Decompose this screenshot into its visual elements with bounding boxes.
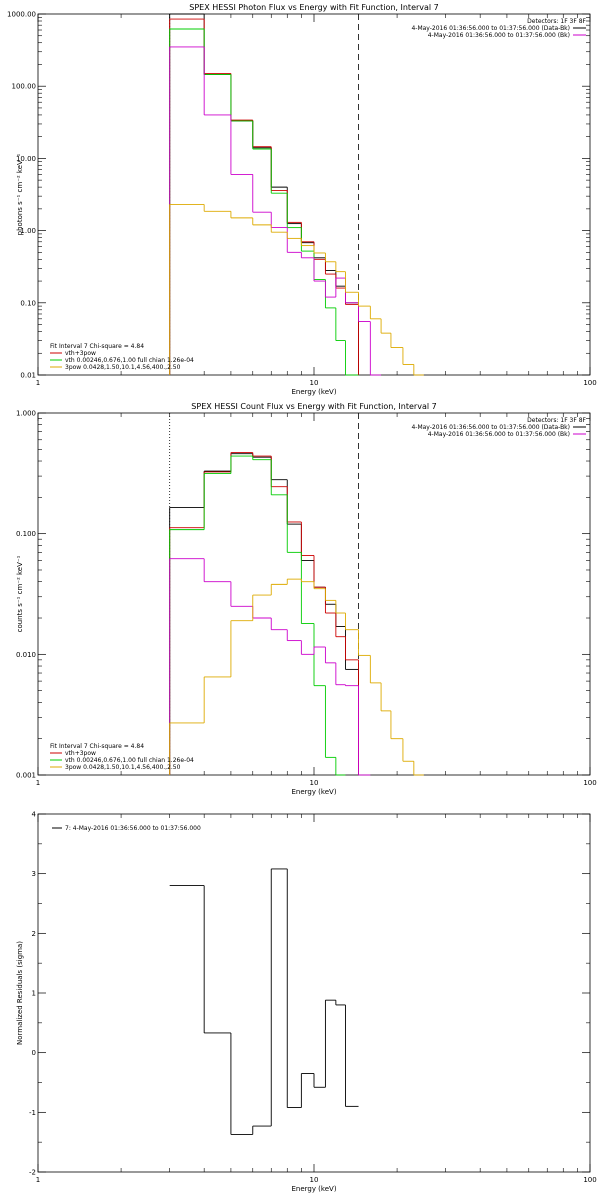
y-axis-label: photons s⁻¹ cm⁻² keV⁻¹ [16, 153, 24, 235]
legend-top-right: Detectors: 1F 3F 8F4-May-2016 01:36:56.0… [411, 18, 586, 39]
chart-2: SPEX HESSI Count Flux vs Energy with Fit… [16, 402, 597, 796]
series-data-bk [169, 453, 359, 775]
series-3pow [169, 204, 424, 376]
legend-header: Detectors: 1F 3F 8F [527, 18, 586, 25]
y-tick-label: 1 [32, 990, 36, 998]
x-axis-label: Energy (keV) [291, 388, 336, 396]
legend-entry-label: 3pow 0.0428,1.50,10.1,4.56,400.,2.50 [65, 364, 181, 371]
y-axis: 0.01 0.10 1.00 10.00 100.00 1000.00 [7, 11, 590, 380]
x-axis: 1 10 100 [36, 14, 597, 387]
x-tick-label: 10 [310, 379, 319, 387]
chart-1: SPEX HESSI Photon Flux vs Energy with Fi… [7, 3, 597, 396]
y-axis-label: Normalized Residuals (sigma) [16, 941, 24, 1045]
x-tick-label: 100 [583, 779, 596, 787]
series-bk [169, 46, 382, 376]
x-tick-label: 1 [36, 1176, 40, 1184]
x-tick-label: 100 [583, 1176, 596, 1184]
y-tick-label: 0.100 [16, 530, 36, 538]
legend-top-right: Detectors: 1F 3F 8F4-May-2016 01:36:56.0… [411, 417, 586, 438]
y-tick-label: 0.01 [20, 372, 36, 380]
x-tick-label: 1 [36, 379, 40, 387]
y-tick-label: 10.00 [16, 155, 36, 163]
x-tick-label: 1 [36, 779, 40, 787]
legend-entry-label: 7: 4-May-2016 01:36:56.000 to 01:37:56.0… [65, 825, 201, 832]
x-tick-label: 10 [310, 779, 319, 787]
legend-header: Detectors: 1F 3F 8F [527, 417, 586, 424]
plot-frame [37, 813, 591, 1173]
series-7 [169, 868, 359, 1135]
y-tick-label: 2 [32, 930, 36, 938]
legend-entry-label: vth 0.00246,0.676,1.00 full chian 1.26e-… [65, 757, 194, 764]
legend-entry-label: vth 0.00246,0.676,1.00 full chian 1.26e-… [65, 357, 194, 364]
legend-entry-label: 4-May-2016 01:36:56.000 to 01:37:56.000 … [428, 32, 570, 39]
y-tick-label: -1 [29, 1109, 36, 1117]
plot-frame [37, 412, 591, 776]
plot-frame [37, 13, 591, 376]
series-vth-3pow [169, 18, 359, 375]
legend-entry-label: 4-May-2016 01:36:56.000 to 01:37:56.000 … [428, 431, 570, 438]
series-vth-3pow [169, 452, 359, 775]
y-tick-label: -2 [29, 1169, 36, 1177]
chart-3: 1 10 100 Energy (keV) -2 -1 0 1 2 3 4 Normalized Re… [16, 811, 597, 1194]
series-group [169, 13, 424, 376]
y-axis-label: counts s⁻¹ cm⁻² keV⁻¹ [16, 555, 24, 632]
x-tick-label: 10 [310, 1176, 319, 1184]
legend-entry-label: vth+3pow [65, 750, 96, 757]
x-axis-label: Energy (keV) [291, 788, 336, 796]
y-tick-label: 0.010 [16, 651, 36, 659]
x-tick-label: 100 [583, 379, 596, 387]
y-tick-label: 1000.00 [7, 11, 36, 19]
y-tick-label: 1.000 [16, 410, 36, 418]
y-tick-label: 4 [32, 811, 37, 819]
series-group [169, 868, 359, 1135]
y-axis: -2 -1 0 1 2 3 4 [29, 811, 590, 1177]
series-vth [169, 28, 359, 376]
legend-header: Fit Interval 7 Chi-square = 4.84 [50, 343, 144, 350]
x-axis-label: Energy (keV) [291, 1185, 336, 1193]
y-tick-label: 0.10 [20, 299, 36, 307]
y-axis: 0.001 0.010 0.100 1.000 [16, 410, 590, 780]
series-group [169, 452, 424, 776]
legend-entry-label: 4-May-2016 01:36:56.000 to 01:37:56.000 … [411, 25, 570, 32]
y-tick-label: 1.00 [20, 227, 36, 235]
y-tick-label: 3 [32, 870, 36, 878]
legend-entry-label: 3pow 0.0428,1.50,10.1,4.56,400.,2.50 [65, 764, 181, 771]
series-data-bk [169, 13, 359, 375]
x-axis: 1 10 100 [36, 413, 597, 787]
y-tick-label: 0.001 [16, 772, 36, 780]
x-axis: 1 10 100 [36, 814, 597, 1184]
series-3pow [169, 578, 424, 776]
chart-title: SPEX HESSI Count Flux vs Energy with Fit… [191, 402, 436, 411]
series-bk [169, 558, 371, 776]
y-tick-label: 100.00 [12, 83, 37, 91]
legend-top-left: 7: 4-May-2016 01:36:56.000 to 01:37:56.0… [52, 825, 201, 832]
series-vth [169, 455, 346, 776]
legend-header: Fit Interval 7 Chi-square = 4.84 [50, 743, 144, 750]
legend-entry-label: vth+3pow [65, 350, 96, 357]
legend-bottom-left: Fit Interval 7 Chi-square = 4.84vth+3pow… [50, 343, 194, 371]
chart-title: SPEX HESSI Photon Flux vs Energy with Fi… [189, 3, 439, 12]
legend-bottom-left: Fit Interval 7 Chi-square = 4.84vth+3pow… [50, 743, 194, 771]
y-tick-label: 0 [32, 1049, 36, 1057]
legend-entry-label: 4-May-2016 01:36:56.000 to 01:37:56.000 … [411, 424, 570, 431]
